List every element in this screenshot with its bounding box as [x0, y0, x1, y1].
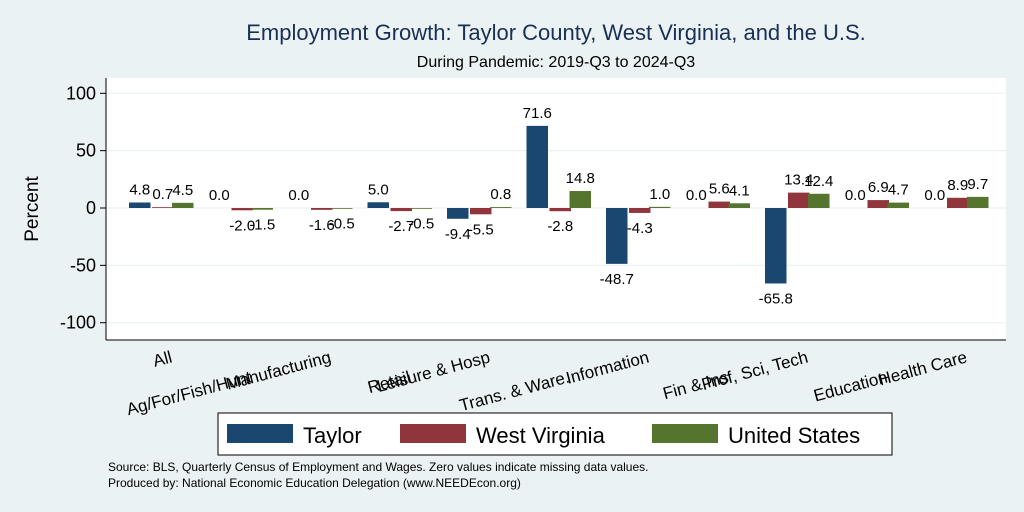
data-labels: 4.8 0.0 0.0 5.0 -9.4 71.6 -48.7 0.0 -65.8 0.0 0.0 0… [129, 105, 988, 308]
category-label: Prof, Sci, Tech [700, 348, 810, 395]
data-label: 4.1 [729, 182, 750, 199]
bar-taylor [526, 125, 548, 208]
data-label: 4.5 [172, 182, 193, 199]
data-label: 8.9 [947, 177, 968, 194]
data-label: -1.6 [309, 217, 335, 234]
legend-swatch [227, 424, 293, 443]
bar-west-virginia [947, 197, 969, 208]
bar-united-states [569, 191, 591, 208]
source-note: Source: BLS, Quarterly Census of Employm… [108, 460, 648, 474]
data-label: 4.8 [129, 181, 150, 198]
y-tick-label: 50 [76, 141, 96, 161]
legend-swatch [400, 424, 466, 443]
category-label: All [151, 348, 174, 371]
data-label: 1.0 [649, 186, 670, 203]
y-tick-label: -50 [70, 255, 96, 275]
data-label: 12.4 [804, 173, 833, 190]
bar-united-states [172, 202, 194, 208]
bar-west-virginia [867, 200, 889, 208]
bar-taylor [606, 208, 628, 264]
bar-west-virginia [549, 208, 571, 212]
data-label: -9.4 [445, 226, 471, 243]
data-label: -2.8 [547, 218, 573, 235]
bar-west-virginia [629, 208, 651, 213]
legend-box [217, 412, 893, 456]
bar-taylor [765, 208, 787, 284]
produced-by-note: Produced by: National Economic Education… [108, 476, 521, 490]
data-label: 5.0 [368, 181, 389, 198]
data-label: 13.4 [784, 172, 813, 189]
data-label: 0.0 [924, 187, 945, 204]
bar-united-states [331, 208, 353, 209]
y-tick-label: -100 [60, 313, 96, 333]
bar-taylor [447, 208, 469, 219]
data-label: -1.5 [249, 217, 275, 234]
y-tick-label: 0 [86, 198, 96, 218]
bar-west-virginia [231, 208, 253, 211]
data-label: 6.9 [868, 179, 889, 196]
data-label: -4.3 [627, 220, 653, 237]
data-label: -5.5 [468, 221, 494, 238]
legend-label: United States [728, 423, 860, 448]
bar-united-states [410, 208, 432, 209]
bar-united-states [967, 196, 989, 208]
data-label: 14.8 [566, 170, 595, 187]
y-tick-label: 100 [66, 83, 96, 103]
data-label: 5.6 [709, 181, 730, 198]
legend-label: Taylor [303, 423, 362, 448]
data-label: -0.5 [329, 216, 355, 233]
bar-united-states [251, 208, 273, 210]
bar-united-states [490, 207, 512, 208]
category-label: Health Care [876, 348, 969, 390]
data-label: 0.0 [845, 187, 866, 204]
bar-taylor [367, 202, 389, 208]
bar-west-virginia [708, 201, 730, 208]
bar-united-states [728, 203, 750, 208]
bar-west-virginia [470, 208, 492, 215]
data-label: 0.0 [686, 187, 707, 204]
legend: Taylor West Virginia United States [217, 412, 893, 456]
legend-label: West Virginia [476, 423, 606, 448]
data-label: 0.7 [152, 186, 173, 203]
bar-west-virginia [152, 207, 174, 208]
data-label: 9.7 [967, 176, 988, 193]
data-label: -2.0 [229, 217, 255, 234]
y-axis: -100 -50 0 50 100 [60, 78, 1006, 341]
bar-united-states [887, 202, 909, 208]
bar-west-virginia [390, 208, 412, 212]
bars [129, 125, 989, 284]
y-axis-label: Percent [22, 176, 43, 242]
data-label: 0.0 [288, 187, 309, 204]
category-label: Trans. & Ware. [457, 368, 571, 416]
bar-west-virginia [788, 192, 810, 208]
category-label: Information [564, 348, 651, 388]
bar-united-states [808, 193, 830, 208]
bar-united-states [649, 206, 671, 208]
chart-subtitle: During Pandemic: 2019-Q3 to 2024-Q3 [417, 54, 695, 71]
legend-swatch [652, 424, 718, 443]
data-label: 71.6 [523, 105, 552, 122]
category-label: Manufacturing [224, 348, 333, 394]
data-label: -48.7 [600, 271, 634, 288]
data-label: -2.7 [388, 218, 414, 235]
bar-taylor [129, 202, 151, 208]
data-label: 0.0 [209, 187, 230, 204]
data-label: 0.8 [490, 186, 511, 203]
data-label: -0.5 [408, 216, 434, 233]
data-label: -65.8 [759, 290, 793, 307]
chart-title: Employment Growth: Taylor County, West V… [246, 20, 866, 45]
data-label: 4.7 [888, 182, 909, 199]
bar-west-virginia [311, 208, 333, 210]
